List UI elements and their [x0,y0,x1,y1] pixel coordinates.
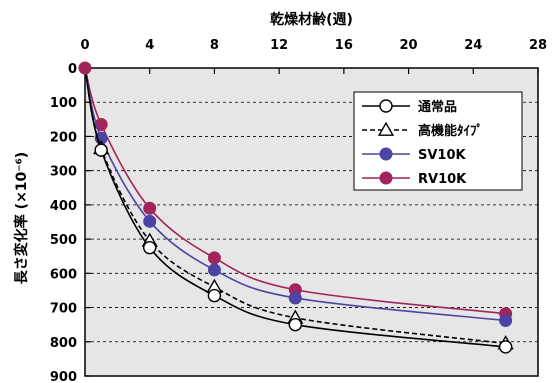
y-tick-label: 0 [68,62,77,77]
y-axis-title-group: 長さ変化率 (×10⁻⁶) [13,152,30,284]
x-tick-label: 20 [400,38,418,53]
y-tick-label: 100 [50,96,77,111]
data-point [288,317,303,332]
legend-label: 通常品 [418,99,457,115]
data-point [207,251,221,265]
x-tick-label: 16 [335,38,353,53]
y-axis-ticks: 0 100 200 300 400 500 600 700 800 900 [50,62,91,383]
series-layer [78,61,514,354]
origin-point [78,61,92,75]
data-point [207,263,221,277]
data-point [379,147,393,161]
x-tick-label: 8 [210,38,219,53]
y-tick-label: 600 [50,267,77,282]
data-point [498,340,513,354]
legend-label: RV10K [418,172,467,187]
y-tick-label: 800 [50,336,77,351]
legend-label: SV10K [418,148,467,163]
data-point [379,171,393,185]
x-tick-label: 24 [464,38,482,53]
y-tick-label: 400 [50,199,77,214]
y-tick-label: 500 [50,233,77,248]
y-axis-title: 長さ変化率 (×10⁻⁶) [13,152,30,284]
x-tick-label: 12 [270,38,288,53]
series-SV10K [84,67,513,328]
series-通常品 [84,67,513,354]
y-tick-label: 300 [50,165,77,180]
x-tick-label: 4 [145,38,154,53]
x-tick-label: 28 [529,38,547,53]
legend-label: 高機能ﾀｲﾌﾟ [418,123,483,139]
y-tick-label: 900 [50,370,77,383]
data-point [143,240,157,255]
data-point [379,99,393,113]
x-axis-ticks: 0 4 8 12 16 20 24 28 [80,38,547,74]
x-axis-title: 乾燥材齢(週) [270,11,353,28]
data-point [207,288,222,303]
y-tick-label: 200 [50,130,77,145]
data-point [143,214,157,228]
data-point [94,117,108,131]
data-point [499,314,513,328]
x-tick-label: 0 [80,38,89,53]
data-point [143,201,157,215]
y-tick-label: 700 [50,302,77,317]
data-point [94,143,108,157]
data-point [377,121,395,136]
data-point [288,291,302,305]
